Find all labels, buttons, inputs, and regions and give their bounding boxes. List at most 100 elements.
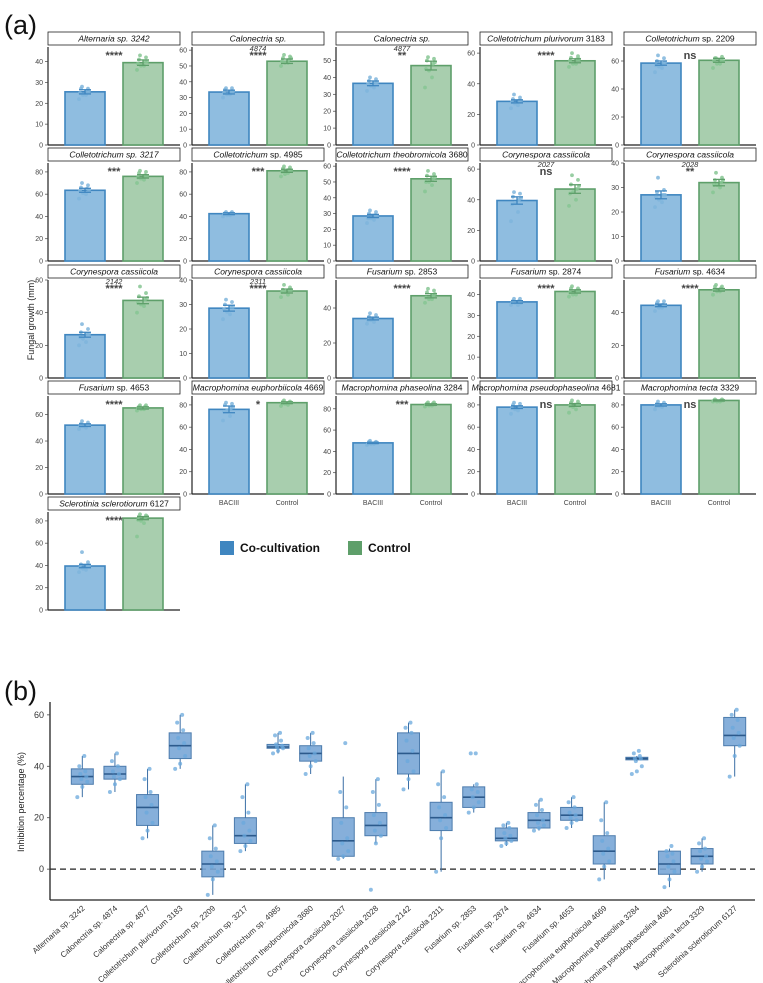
b-data-point <box>207 836 212 841</box>
facet-strip <box>479 380 613 395</box>
data-point <box>432 172 436 176</box>
facet-strip-title: Corynespora cassiicola <box>502 150 590 160</box>
facet-y-tick-label: 60 <box>467 51 475 58</box>
facet-panel: Calonectria sp. 0 10 20 30 40 50 **4877 <box>323 31 469 150</box>
b-data-point <box>442 795 447 800</box>
significance-label: **** <box>393 166 411 178</box>
box-iqr <box>331 817 355 857</box>
facet-y-tick-label: 40 <box>467 197 475 204</box>
facet-y-tick-label: 0 <box>39 143 43 150</box>
data-point <box>653 70 657 75</box>
facet-strip-title: Macrophomina euphorbiicola 4669 <box>193 383 324 393</box>
facet-y-tick-label: 20 <box>179 236 187 243</box>
facet-y-tick-label: 80 <box>179 402 187 409</box>
box-group: Colletotrichum sp. 2209 <box>149 823 225 967</box>
facet-y-tick-label: 40 <box>611 87 619 94</box>
data-point <box>87 332 91 336</box>
facet-y-tick-label: 60 <box>611 59 619 66</box>
bar-cocultivation <box>496 100 538 146</box>
significance-label: *** <box>108 166 122 178</box>
box-iqr <box>364 812 388 837</box>
b-data-point <box>601 851 606 856</box>
data-point <box>374 77 378 82</box>
facet-strip-species: Calonectria sp. <box>374 34 431 44</box>
significance-label: **** <box>393 283 411 295</box>
data-point <box>224 86 228 90</box>
facet-y-tick-label: 20 <box>467 228 475 235</box>
b-data-point <box>336 856 341 861</box>
data-point <box>86 183 90 188</box>
b-data-point <box>175 720 180 725</box>
b-data-point <box>569 820 574 825</box>
facet-y-tick-label: 60 <box>611 425 619 432</box>
data-point <box>84 340 88 344</box>
data-point <box>711 292 715 297</box>
bar-control <box>410 294 452 379</box>
b-data-point <box>699 856 704 861</box>
b-data-point <box>602 864 607 869</box>
data-point <box>567 294 571 299</box>
b-data-point <box>109 759 114 764</box>
significance-label: ns <box>540 166 553 178</box>
b-data-point <box>507 826 512 830</box>
facet-strip <box>335 380 469 395</box>
b-data-point <box>436 782 441 787</box>
data-point <box>368 208 372 213</box>
data-point <box>144 55 148 60</box>
facet-y-tick-label: 20 <box>179 111 187 118</box>
facet-y-tick-label: 30 <box>323 92 331 99</box>
data-point <box>86 327 90 331</box>
data-point <box>426 55 430 60</box>
significance-label: **** <box>105 50 123 62</box>
b-data-point <box>115 764 120 769</box>
b-data-point <box>403 725 408 730</box>
data-point <box>662 56 666 61</box>
facet-strip-title: Sclerotinia sclerotiorum 6127 <box>59 499 169 509</box>
b-data-point <box>85 779 90 784</box>
facet-y-tick-label: 20 <box>611 115 619 122</box>
data-point <box>711 190 715 195</box>
facet-y-tick-label: 0 <box>183 259 187 266</box>
data-point <box>221 418 225 423</box>
b-x-category-label: Alternaria sp. 3242 <box>31 903 87 955</box>
b-data-point <box>698 849 703 854</box>
b-data-point <box>77 764 82 769</box>
bar-control <box>698 59 740 146</box>
bar-control <box>698 288 740 379</box>
facet-panel: Calonectria sp. 0 10 20 30 40 50 60 ****4874 <box>179 31 325 150</box>
facet-strip-species: Sclerotinia sclerotiorum <box>59 499 147 509</box>
facet-extra-code: 2311 <box>249 277 266 286</box>
bar-control <box>266 290 308 379</box>
data-point <box>423 189 427 194</box>
facet-strip-species: Macrophomina pseudophaseolina <box>472 383 600 393</box>
data-point <box>77 570 81 575</box>
bar-control <box>266 60 308 146</box>
b-data-point <box>503 836 508 841</box>
facet-strip-title: Calonectria sp. <box>230 34 287 44</box>
data-point <box>282 53 286 57</box>
legend-label-cocultivation: Co-cultivation <box>240 541 320 555</box>
b-data-point <box>145 828 150 833</box>
data-point <box>567 65 571 69</box>
facet-y-tick-label: 50 <box>179 63 187 70</box>
b-x-category-label: Calonectria sp. 4877 <box>91 903 152 959</box>
bar-control <box>554 404 596 495</box>
b-data-point <box>308 764 313 769</box>
facet-y-tick-label: 20 <box>611 469 619 476</box>
b-data-point <box>439 836 444 841</box>
facet-y-tick-label: 60 <box>467 167 475 174</box>
b-data-point <box>344 805 349 810</box>
data-point <box>222 307 226 312</box>
data-point <box>656 175 660 180</box>
data-point <box>570 398 574 403</box>
x-category-label: BACIII <box>507 500 527 507</box>
bar-control <box>122 61 164 146</box>
facet-y-tick-label: 0 <box>327 492 331 499</box>
significance-label: ** <box>398 50 407 62</box>
facet-strip <box>479 31 613 46</box>
data-point <box>135 68 139 72</box>
data-point <box>662 299 666 304</box>
b-data-point <box>215 869 220 874</box>
b-data-point <box>671 859 676 864</box>
facet-y-tick-label: 80 <box>35 518 43 525</box>
